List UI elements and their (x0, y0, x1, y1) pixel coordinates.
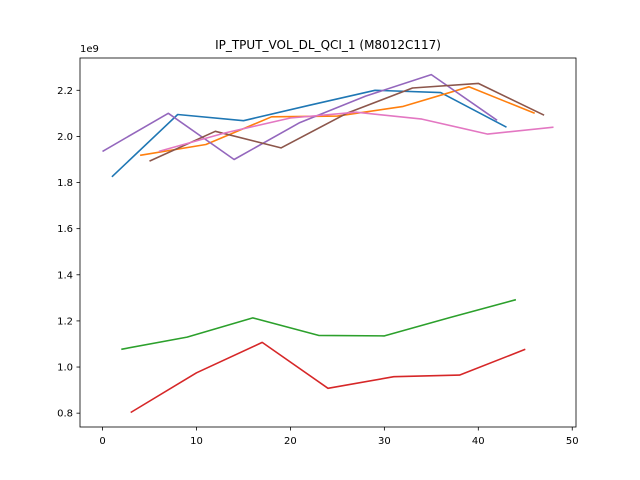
plot-frame (79, 57, 577, 428)
y-tick-label: 0.8 (57, 409, 73, 420)
y-tick-label: 1.4 (57, 270, 73, 281)
y-tick-label: 1.2 (57, 316, 73, 327)
y-tick-label: 1.8 (57, 178, 73, 189)
x-tick-label: 30 (378, 436, 391, 447)
x-tick-label: 50 (566, 436, 579, 447)
series-layer (102, 73, 554, 414)
x-tick-label: 10 (190, 436, 203, 447)
series-line-6 (149, 82, 545, 162)
x-tick-label: 40 (472, 436, 485, 447)
y-tick-label: 1.0 (57, 363, 73, 374)
y-tick-label: 1.6 (57, 224, 73, 235)
series-line-2 (139, 86, 535, 157)
series-line-5 (102, 73, 498, 161)
y-tick-label: 2.2 (57, 86, 73, 97)
axes-layer: 0 10 20 30 40 50 0.8 1.0 1.2 1.4 1.6 1.8 2.0 2.2 (57, 57, 579, 447)
series-line-4 (130, 341, 526, 414)
x-tick-label: 0 (99, 436, 105, 447)
series-line-1 (111, 89, 507, 178)
series-line-3 (121, 298, 517, 351)
x-tick-label: 20 (284, 436, 297, 447)
y-tick-label: 2.0 (57, 132, 73, 143)
series-line-7 (158, 111, 554, 153)
y-offset-label: 1e9 (80, 44, 99, 55)
chart-title: IP_TPUT_VOL_DL_QCI_1 (M8012C117) (215, 38, 441, 52)
